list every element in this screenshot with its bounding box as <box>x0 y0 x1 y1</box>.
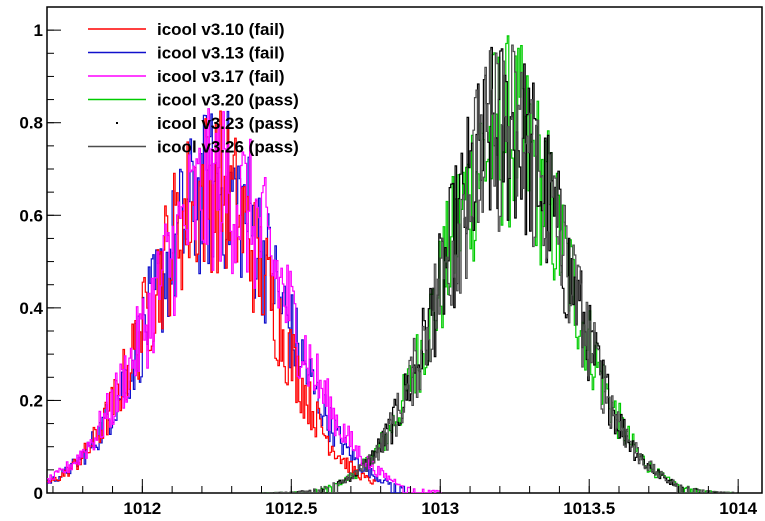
legend-label: icool v3.10 (fail) <box>157 20 285 39</box>
series-line-5 <box>261 44 740 493</box>
series-line-4 <box>261 46 740 493</box>
x-tick-label: 1012 <box>123 499 161 518</box>
legend-entry: icool v3.13 (fail) <box>88 44 285 63</box>
x-tick-label: 1012.5 <box>265 499 317 518</box>
legend-label: icool v3.17 (fail) <box>157 67 285 86</box>
legend-label: icool v3.23 (pass) <box>157 114 299 133</box>
legend-label: icool v3.20 (pass) <box>157 91 299 110</box>
legend-marker <box>116 122 118 124</box>
legend-entry: icool v3.17 (fail) <box>88 67 285 86</box>
series-line-0 <box>47 110 377 485</box>
x-tick-label: 1013.5 <box>563 499 615 518</box>
legend: icool v3.10 (fail) icool v3.13 (fail) icoo… <box>88 20 299 157</box>
y-tick-label: 1 <box>34 21 43 40</box>
legend-label: icool v3.26 (pass) <box>157 138 299 157</box>
legend-entry: icool v3.23 (pass) <box>116 114 299 133</box>
axes-layer: 1012 1012.5 1013 1013.5 1014 0 0.2 0.4 0.6 0.8 1 <box>19 21 757 518</box>
y-tick-label: 0.6 <box>19 206 43 225</box>
y-tick-label: 0.4 <box>19 299 43 318</box>
x-tick-label: 1014 <box>719 499 757 518</box>
legend-entry: icool v3.20 (pass) <box>88 91 299 110</box>
legend-label: icool v3.13 (fail) <box>157 44 285 63</box>
y-tick-label: 0.8 <box>19 114 43 133</box>
y-tick-label: 0.2 <box>19 391 43 410</box>
legend-entry: icool v3.26 (pass) <box>88 138 299 157</box>
legend-entry: icool v3.10 (fail) <box>88 20 285 39</box>
y-tick-label: 0 <box>34 484 43 503</box>
series-line-3 <box>261 35 740 493</box>
series-line-2 <box>47 108 442 493</box>
x-tick-label: 1013 <box>421 499 459 518</box>
plot-frame <box>46 6 763 494</box>
series-layer <box>47 35 740 493</box>
